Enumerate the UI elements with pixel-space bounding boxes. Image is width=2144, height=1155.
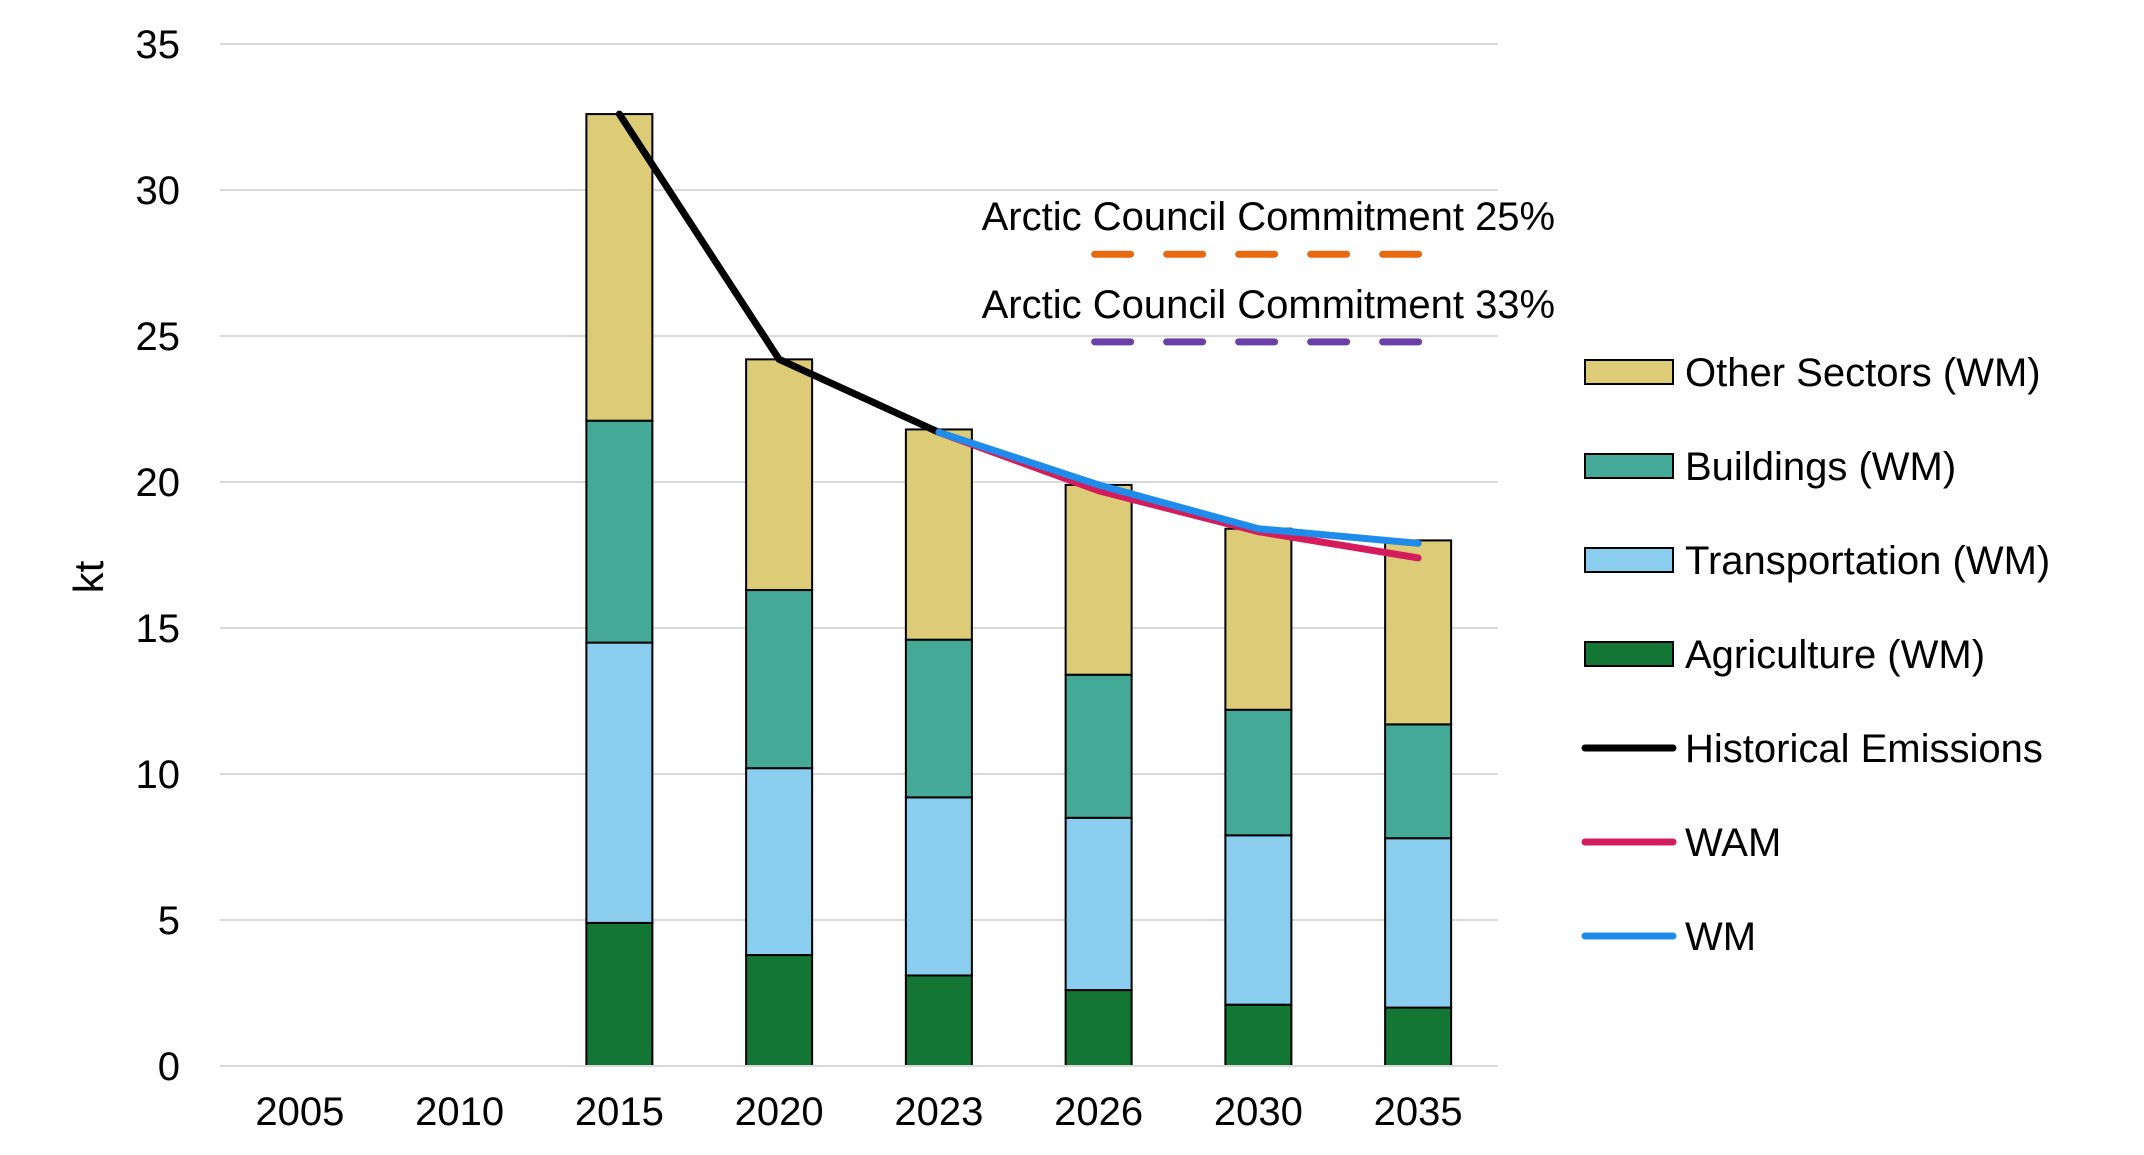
y-tick-label-20: 20 bbox=[136, 461, 181, 505]
bar-buildings-wm-2026 bbox=[1064, 673, 1133, 819]
legend-swatch-other-sectors-wm bbox=[1584, 359, 1674, 385]
bar-transportation-wm-2030 bbox=[1224, 834, 1293, 1006]
x-tick-label-2015: 2015 bbox=[575, 1090, 664, 1134]
bar-transportation-wm-2015 bbox=[585, 641, 654, 924]
line-wm bbox=[935, 428, 1422, 547]
y-tick-label-5: 5 bbox=[158, 899, 180, 943]
bar-other-sectors-wm-2015 bbox=[585, 113, 654, 422]
bar-agriculture-wm-2023 bbox=[904, 974, 973, 1067]
y-tick-label-0: 0 bbox=[158, 1045, 180, 1089]
legend-label-transportation-wm: Transportation (WM) bbox=[1685, 539, 2050, 583]
legend: Other Sectors (WM) Buildings (WM) Transpor… bbox=[1581, 351, 2050, 959]
x-tick-label-2035: 2035 bbox=[1374, 1090, 1463, 1134]
legend-label-historical-emissions: Historical Emissions bbox=[1685, 727, 2043, 771]
reference-lines: Arctic Council Commitment 25% Arctic Coun… bbox=[982, 195, 1556, 346]
x-tick-label-2023: 2023 bbox=[894, 1090, 983, 1134]
line-historical-emissions bbox=[615, 110, 943, 436]
bar-agriculture-wm-2026 bbox=[1064, 989, 1133, 1068]
bar-transportation-wm-2035 bbox=[1384, 837, 1453, 1009]
x-tick-label-2026: 2026 bbox=[1054, 1090, 1143, 1134]
y-tick-label-25: 25 bbox=[136, 315, 181, 359]
series-lines bbox=[615, 110, 1422, 562]
bar-transportation-wm-2026 bbox=[1064, 816, 1133, 992]
bar-buildings-wm-2020 bbox=[745, 589, 814, 770]
bar-agriculture-wm-2035 bbox=[1384, 1006, 1453, 1067]
bar-other-sectors-wm-2026 bbox=[1064, 483, 1133, 676]
legend-label-wm: WM bbox=[1685, 915, 1756, 959]
legend-label-other-sectors-wm: Other Sectors (WM) bbox=[1685, 351, 2041, 395]
bar-other-sectors-wm-2020 bbox=[745, 358, 814, 592]
stacked-bars bbox=[585, 113, 1453, 1068]
x-tick-label-2010: 2010 bbox=[415, 1090, 504, 1134]
x-axis-ticks: 2005 2010 2015 2020 2023 2026 2030 2035 bbox=[255, 1090, 1462, 1134]
legend-label-buildings-wm: Buildings (WM) bbox=[1685, 445, 1956, 489]
legend-swatch-agriculture-wm bbox=[1584, 641, 1674, 667]
bar-agriculture-wm-2015 bbox=[585, 921, 654, 1067]
gridlines bbox=[220, 43, 1498, 921]
x-tick-label-2020: 2020 bbox=[735, 1090, 824, 1134]
y-axis-label: kt bbox=[65, 560, 112, 593]
x-tick-label-2030: 2030 bbox=[1214, 1090, 1303, 1134]
y-axis-ticks: 0 5 10 15 20 25 30 35 bbox=[136, 23, 181, 1089]
bar-transportation-wm-2023 bbox=[904, 796, 973, 977]
legend-label-wam: WAM bbox=[1685, 821, 1781, 865]
bar-agriculture-wm-2030 bbox=[1224, 1003, 1293, 1067]
x-tick-label-2005: 2005 bbox=[255, 1090, 344, 1134]
legend-label-agriculture-wm: Agriculture (WM) bbox=[1685, 633, 1985, 677]
legend-swatch-transportation-wm bbox=[1584, 547, 1674, 573]
y-tick-label-10: 10 bbox=[136, 753, 181, 797]
bar-other-sectors-wm-2030 bbox=[1224, 527, 1293, 711]
bar-buildings-wm-2030 bbox=[1224, 708, 1293, 837]
bar-buildings-wm-2023 bbox=[904, 638, 973, 799]
bar-other-sectors-wm-2023 bbox=[904, 428, 973, 641]
bar-buildings-wm-2015 bbox=[585, 419, 654, 644]
bar-transportation-wm-2020 bbox=[745, 767, 814, 957]
y-tick-label-30: 30 bbox=[136, 169, 181, 213]
y-tick-label-35: 35 bbox=[136, 23, 181, 67]
reference-label-1: Arctic Council Commitment 25% bbox=[982, 195, 1556, 239]
reference-label-2: Arctic Council Commitment 33% bbox=[982, 283, 1556, 327]
y-tick-label-15: 15 bbox=[136, 607, 181, 651]
legend-swatch-buildings-wm bbox=[1584, 453, 1674, 479]
bar-buildings-wm-2035 bbox=[1384, 723, 1453, 840]
bar-agriculture-wm-2020 bbox=[745, 954, 814, 1067]
bar-other-sectors-wm-2035 bbox=[1384, 539, 1453, 726]
